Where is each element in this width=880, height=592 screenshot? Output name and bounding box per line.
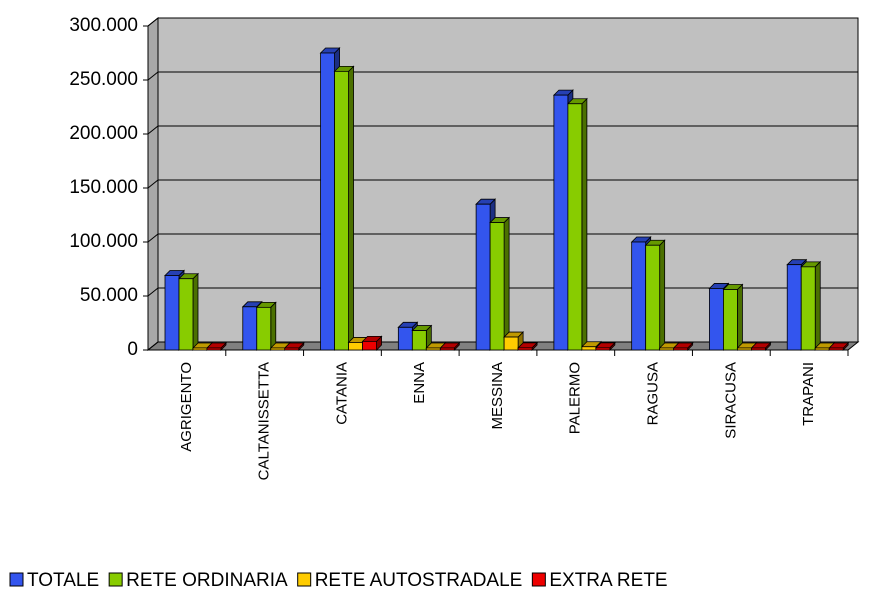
bar-front: [192, 347, 208, 351]
bar-front: [284, 347, 300, 351]
bar-front: [242, 306, 258, 351]
x-tick-label: AGRIGENTO: [178, 362, 195, 452]
y-tick-label: 300.000: [69, 15, 138, 36]
legend-label: EXTRA RETE: [549, 570, 667, 591]
grid-line: [147, 341, 858, 351]
bar: [722, 283, 744, 351]
bar-front: [164, 275, 180, 351]
x-tick-label: ENNA: [411, 362, 428, 404]
x-tick-label: CATANIA: [333, 362, 350, 425]
bar: [800, 260, 822, 351]
x-tick-label: TRAPANI: [800, 362, 817, 426]
bar: [828, 342, 850, 351]
grid-line: [147, 125, 858, 135]
legend-label: RETE ORDINARIA: [126, 570, 288, 591]
bar: [644, 239, 666, 351]
bar-front: [567, 103, 583, 351]
bar: [333, 65, 355, 351]
bar-front: [411, 330, 427, 351]
bar-front: [270, 347, 286, 351]
y-tick-label: 50.000: [80, 285, 138, 306]
bar-side: [192, 272, 199, 351]
bar-front: [595, 347, 611, 351]
grid-line: [147, 17, 858, 27]
bar: [283, 342, 305, 351]
bar-front: [709, 288, 724, 351]
x-tick-label: RAGUSA: [645, 362, 662, 425]
bar-front: [814, 347, 830, 351]
y-tick-label: 100.000: [69, 231, 138, 252]
bar-front: [334, 70, 349, 351]
x-tick-label: MESSINA: [489, 362, 506, 430]
bar-front: [659, 347, 675, 351]
bar-side: [348, 65, 354, 351]
grid-line: [147, 71, 858, 81]
bar-front: [362, 340, 377, 351]
bar-front: [206, 347, 222, 351]
bar-front: [751, 347, 766, 351]
bar-front: [489, 222, 505, 351]
y-tick-label: 250.000: [69, 69, 138, 90]
y-tick-label: 150.000: [69, 177, 138, 198]
legend-swatch: [531, 572, 546, 587]
bar-front: [475, 203, 491, 351]
bar: [489, 216, 511, 351]
bar-front: [631, 241, 647, 351]
bar-front: [439, 347, 455, 351]
bar-side: [503, 216, 510, 351]
bar: [361, 335, 383, 351]
bar-front: [673, 347, 689, 351]
bar: [566, 97, 588, 351]
bar-front: [737, 347, 752, 351]
y-tick-label: 0: [127, 339, 138, 360]
bar: [255, 301, 277, 351]
bar-front: [178, 278, 194, 351]
bar-front: [645, 244, 661, 351]
bar: [411, 324, 433, 351]
x-tick-label: PALERMO: [567, 362, 584, 434]
legend-swatch: [297, 572, 312, 587]
bar: [672, 342, 694, 351]
bar-front: [581, 346, 597, 351]
y-tick-label: 200.000: [69, 123, 138, 144]
grid-line: [147, 287, 858, 297]
bar-front: [348, 342, 363, 351]
bar: [594, 341, 616, 351]
bar-side: [737, 283, 743, 351]
bar-front: [320, 52, 335, 351]
legend-swatch: [108, 572, 123, 587]
bar: [206, 342, 227, 351]
legend-swatch: [9, 572, 24, 587]
grid-line: [147, 233, 858, 243]
bar: [517, 341, 539, 351]
x-tick-label: SIRACUSA: [722, 362, 739, 439]
bar-front: [723, 289, 738, 351]
bar-side: [814, 260, 821, 351]
legend-label: TOTALE: [27, 570, 99, 591]
grid-line: [147, 179, 858, 189]
bar-side: [581, 97, 588, 351]
bar: [178, 272, 199, 351]
bar-front: [517, 347, 533, 351]
bar-front: [800, 266, 816, 351]
bar: [439, 342, 461, 351]
bar: [750, 342, 772, 351]
bar-side: [270, 301, 277, 351]
bar-front: [828, 347, 844, 351]
bar-front: [425, 347, 441, 351]
bar-front: [786, 264, 802, 351]
legend-label: RETE AUTOSTRADALE: [315, 570, 523, 591]
bar-side: [659, 239, 666, 351]
bar-front: [503, 336, 519, 351]
bar-front: [553, 94, 569, 351]
bar-front: [256, 306, 272, 351]
x-tick-label: CALTANISSETTA: [256, 362, 273, 480]
bar-front: [397, 326, 413, 351]
